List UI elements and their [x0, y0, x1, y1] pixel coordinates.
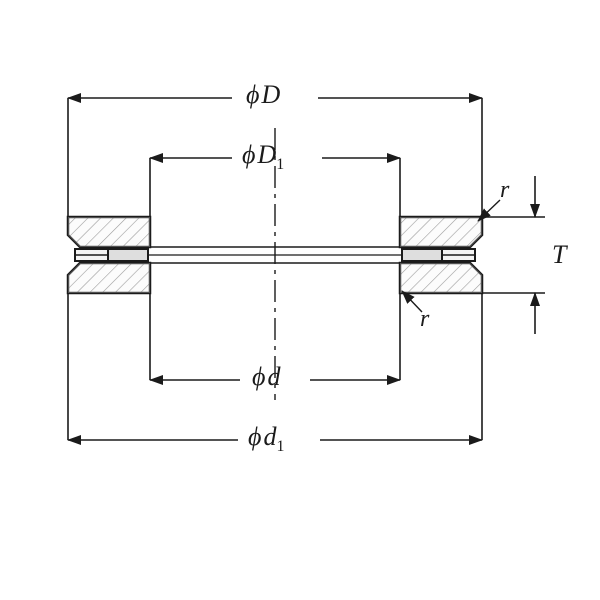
section-left: [68, 217, 150, 293]
label-D1: ϕD1: [242, 140, 284, 174]
label-T: T: [552, 240, 566, 270]
section-right: [400, 217, 482, 293]
bearing-diagram: ϕD ϕD1 ϕd ϕd1 T r r: [0, 0, 600, 600]
label-r-top: r: [500, 177, 509, 204]
diagram-svg: [0, 0, 600, 600]
label-r-bottom: r: [420, 306, 429, 333]
label-d1: ϕd1: [248, 422, 284, 456]
dim-T: [482, 176, 545, 334]
label-d: ϕd: [252, 362, 280, 392]
label-D: ϕD: [246, 80, 280, 110]
